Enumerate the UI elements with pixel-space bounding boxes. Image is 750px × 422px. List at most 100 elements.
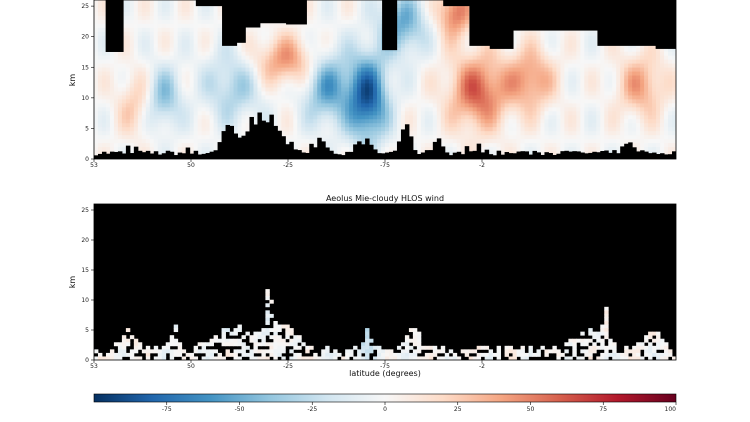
- top-heatmap-cell: [576, 143, 581, 148]
- top-heatmap-cell: [341, 139, 346, 144]
- top-heatmap-cell: [369, 95, 374, 100]
- top-heatmap-cell: [408, 83, 414, 88]
- top-heatmap-cell: [412, 111, 418, 116]
- top-heatmap-cell: [161, 83, 167, 88]
- top-heatmap-cell: [321, 7, 326, 13]
- top-heatmap-cell: [484, 99, 490, 104]
- top-heatmap-cell: [193, 11, 199, 17]
- top-heatmap-cell: [145, 115, 151, 120]
- top-heatmap-cell: [341, 23, 346, 29]
- top-heatmap-cell: [532, 55, 537, 61]
- top-heatmap-cell: [357, 0, 362, 5]
- top-heatmap-cell: [177, 119, 183, 124]
- top-heatmap-cell: [257, 87, 262, 92]
- top-heatmap-cell: [169, 111, 175, 116]
- top-heatmap-cell: [329, 115, 334, 120]
- top-heatmap-cell: [377, 51, 382, 57]
- top-heatmap-cell: [428, 51, 434, 57]
- top-heatmap-cell: [157, 127, 163, 132]
- top-heatmap-cell: [412, 139, 418, 144]
- top-heatmap-cell: [257, 43, 262, 49]
- top-heatmap-cell: [221, 111, 226, 116]
- top-heatmap-cell: [572, 47, 577, 53]
- top-heatmap-cell: [492, 91, 498, 96]
- top-heatmap-cell: [333, 15, 338, 21]
- top-heatmap-cell: [289, 31, 294, 37]
- top-heatmap-cell: [305, 31, 310, 37]
- top-heatmap-cell: [528, 71, 533, 76]
- top-heatmap-cell: [193, 43, 199, 49]
- top-heatmap-cell: [161, 7, 167, 13]
- top-heatmap-cell: [464, 111, 470, 116]
- top-heatmap-cell: [209, 7, 214, 13]
- top-heatmap-cell: [373, 79, 378, 84]
- top-heatmap-cell: [269, 23, 274, 29]
- top-heatmap-cell: [225, 71, 230, 76]
- top-heatmap-cell: [572, 139, 577, 144]
- top-heatmap-cell: [361, 51, 366, 57]
- top-heatmap-cell: [145, 63, 151, 68]
- top-heatmap-cell: [572, 131, 577, 136]
- top-heatmap-cell: [133, 75, 139, 80]
- top-heatmap-cell: [193, 115, 199, 120]
- top-heatmap-cell: [141, 147, 147, 152]
- top-heatmap-cell: [496, 135, 502, 140]
- top-heatmap-cell: [321, 55, 326, 61]
- top-heatmap-cell: [476, 59, 482, 65]
- top-heatmap-cell: [173, 103, 179, 108]
- top-heatmap-cell: [217, 15, 222, 21]
- top-heatmap-cell: [408, 103, 414, 108]
- top-heatmap-cell: [94, 119, 99, 124]
- top-heatmap-cell: [460, 99, 466, 104]
- top-heatmap-cell: [420, 135, 426, 140]
- top-heatmap-cell: [392, 115, 398, 120]
- top-heatmap-cell: [273, 59, 278, 65]
- top-heatmap-cell: [377, 35, 382, 41]
- top-heatmap-cell: [105, 79, 111, 84]
- top-heatmap-cell: [476, 107, 482, 112]
- top-heatmap-cell: [544, 75, 549, 80]
- top-heatmap-cell: [460, 19, 466, 25]
- top-heatmap-cell: [468, 135, 474, 140]
- top-heatmap-cell: [289, 135, 294, 140]
- top-heatmap-cell: [157, 11, 163, 17]
- top-heatmap-cell: [133, 119, 139, 124]
- top-heatmap-cell: [189, 127, 195, 132]
- top-heatmap-cell: [580, 71, 585, 76]
- top-heatmap-cell: [524, 75, 529, 80]
- top-heatmap-cell: [428, 111, 434, 116]
- top-heatmap-cell: [249, 63, 254, 68]
- top-heatmap-cell: [309, 63, 314, 68]
- top-heatmap-cell: [177, 127, 183, 132]
- top-heatmap-cell: [556, 67, 561, 72]
- top-heatmap-cell: [400, 11, 406, 17]
- top-heatmap-cell: [488, 83, 494, 88]
- top-heatmap-cell: [373, 95, 378, 100]
- top-heatmap-cell: [580, 31, 585, 37]
- top-heatmap-cell: [424, 147, 430, 152]
- top-heatmap-cell: [229, 111, 234, 116]
- top-heatmap-cell: [345, 35, 350, 41]
- top-heatmap-cell: [544, 55, 549, 61]
- top-heatmap-cell: [137, 83, 143, 88]
- top-heatmap-cell: [141, 135, 147, 140]
- top-heatmap-cell: [133, 35, 139, 41]
- top-heatmap-cell: [221, 107, 226, 112]
- top-heatmap-cell: [345, 107, 350, 112]
- top-heatmap-cell: [121, 63, 127, 68]
- top-heatmap-cell: [161, 55, 167, 61]
- top-heatmap-cell: [516, 143, 521, 148]
- top-heatmap-cell: [217, 3, 222, 9]
- top-heatmap-cell: [161, 27, 167, 33]
- top-heatmap-cell: [205, 47, 211, 53]
- top-heatmap-cell: [536, 139, 541, 144]
- top-heatmap-cell: [321, 67, 326, 72]
- top-heatmap-cell: [117, 83, 123, 88]
- top-heatmap-cell: [385, 115, 390, 120]
- top-heatmap-cell: [137, 75, 143, 80]
- top-heatmap-cell: [245, 79, 250, 84]
- top-heatmap-cell: [349, 47, 354, 53]
- top-heatmap-cell: [261, 39, 266, 45]
- top-heatmap-cell: [484, 47, 490, 53]
- top-heatmap-cell: [205, 139, 211, 144]
